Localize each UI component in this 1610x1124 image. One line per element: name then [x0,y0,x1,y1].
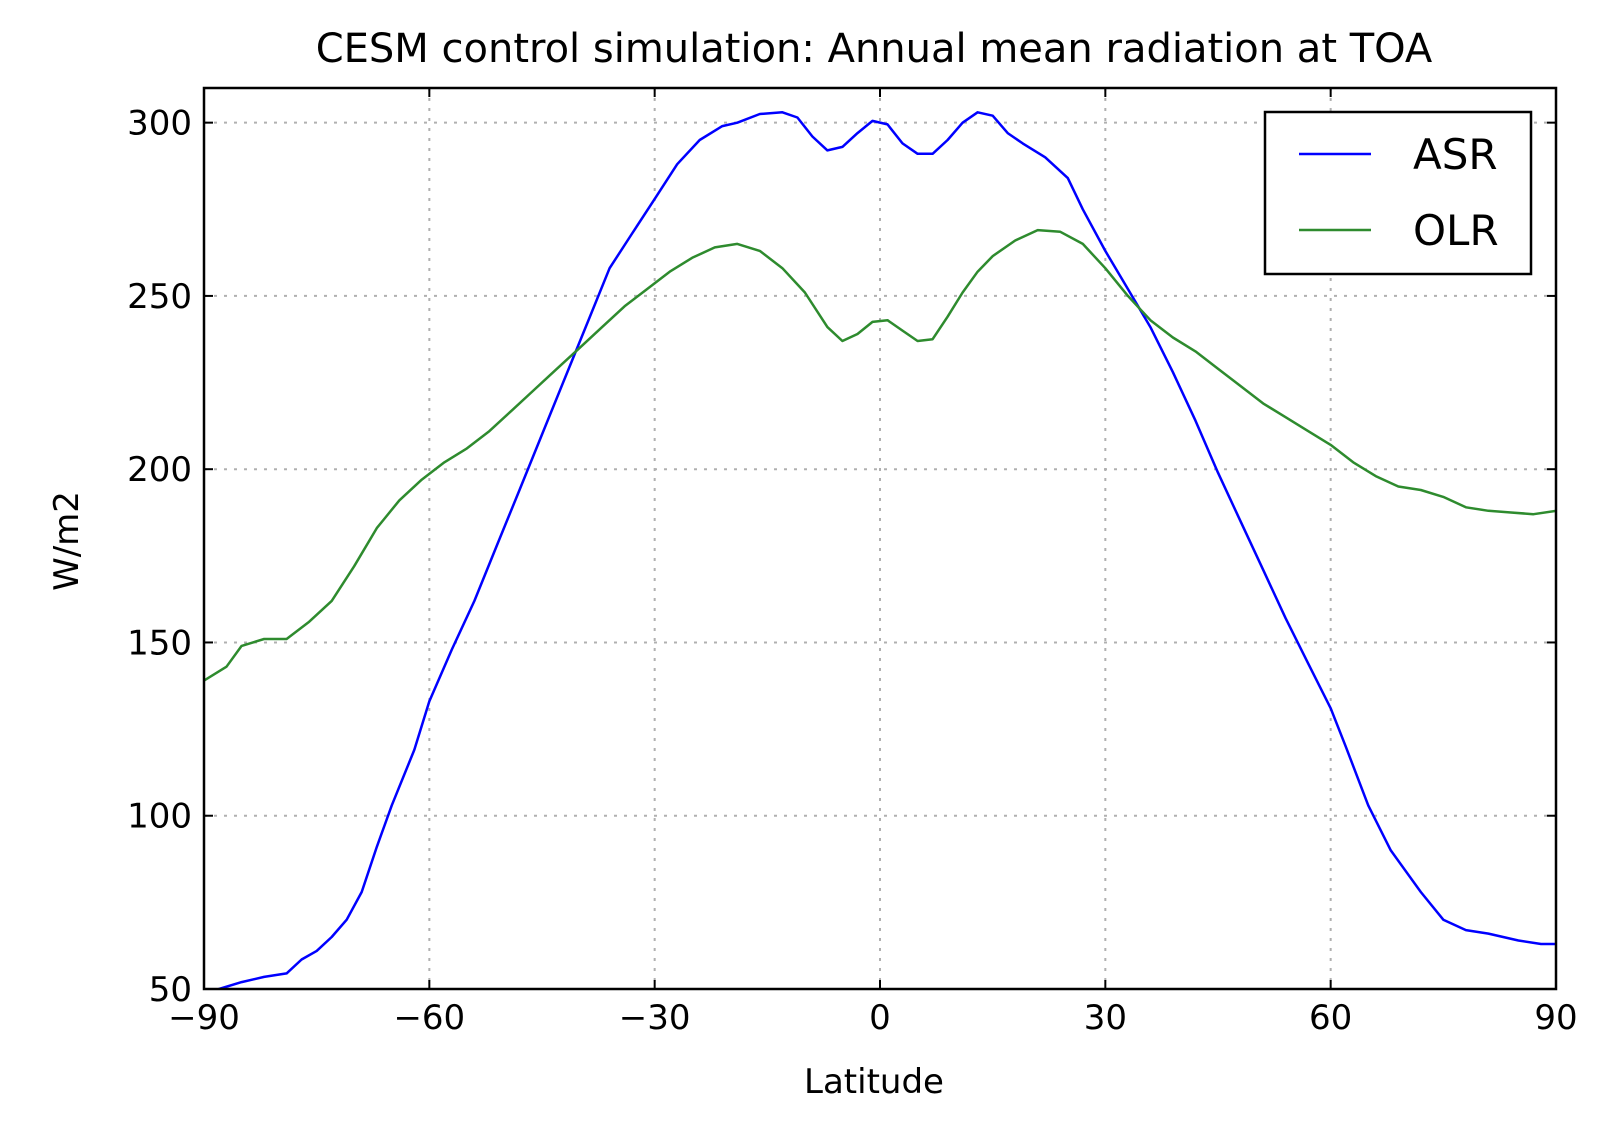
legend: ASR OLR [1263,110,1533,276]
chart-title: CESM control simulation: Annual mean rad… [316,26,1433,72]
plot-series [204,111,1556,989]
x-tick-label: 30 [1084,998,1127,1038]
legend-label-asr: ASR [1413,130,1498,179]
x-tick-label: −90 [168,998,240,1038]
legend-box [1263,110,1533,276]
y-tick-label: 100 [127,797,192,837]
series-line-asr [217,111,1556,989]
legend-label-olr: OLR [1413,206,1499,255]
y-tick-label: 300 [127,104,192,144]
y-tick-label: 250 [127,277,192,317]
y-tick-label: 200 [127,450,192,490]
y-tick-label: 50 [149,970,192,1010]
y-axis-label: W/m2 [47,491,87,591]
x-tick-label: −30 [619,998,691,1038]
x-tick-label: −60 [393,998,465,1038]
x-axis-label: Latitude [804,1062,944,1102]
x-tick-label: 90 [1534,998,1577,1038]
axis-ticks: −90 −60 −30 0 30 60 90 50 100 150 200 250 300 [127,88,1578,1038]
x-tick-label: 60 [1309,998,1352,1038]
x-tick-label: 0 [869,998,891,1038]
series-line-olr [204,228,1556,682]
y-tick-label: 150 [127,623,192,663]
